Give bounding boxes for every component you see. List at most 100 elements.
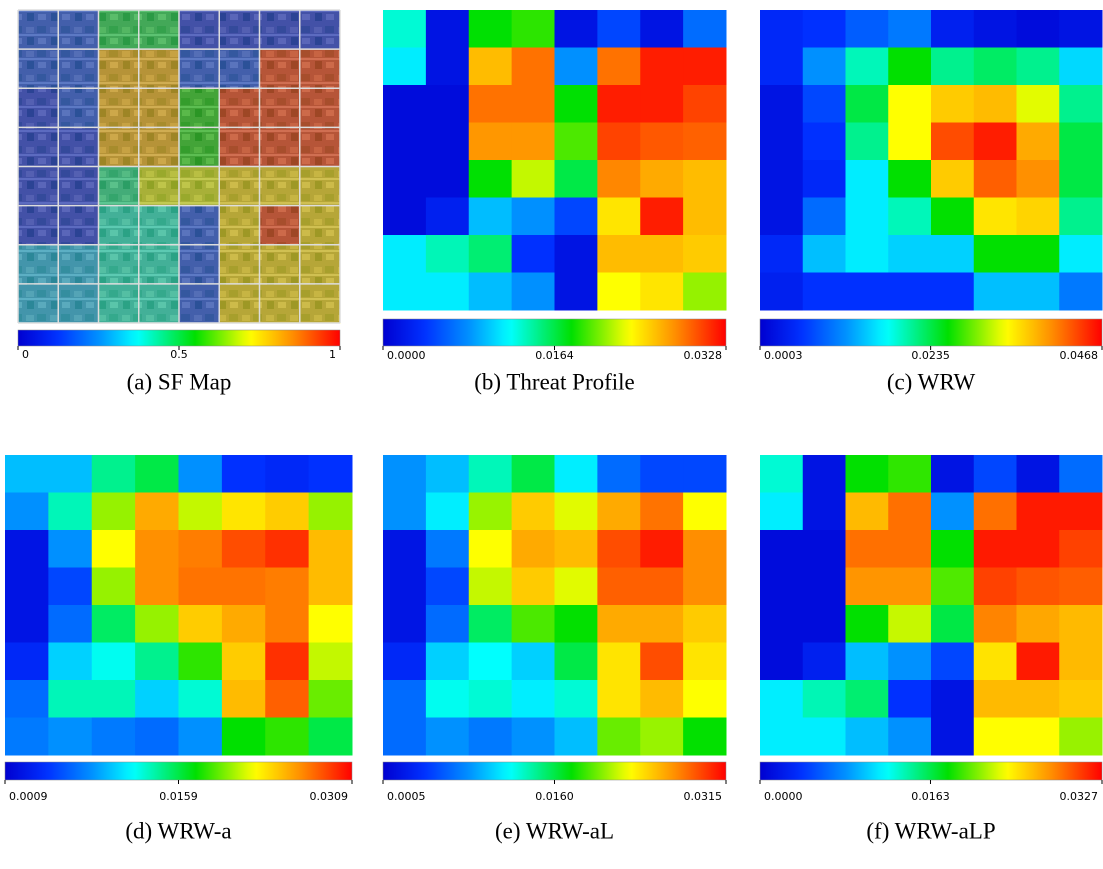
- heatmap-cell: [597, 10, 640, 48]
- heatmap-cell: [512, 85, 555, 123]
- heatmap-cell: [92, 680, 136, 718]
- heatmap-cell: [931, 10, 974, 48]
- heatmap-cell: [760, 680, 803, 718]
- heatmap-cell: [846, 568, 889, 606]
- heatmap-cell: [219, 127, 260, 167]
- colorbar-tick-label: 0.0468: [1060, 349, 1099, 362]
- heatmap-cell: [555, 160, 598, 198]
- heatmap-cell: [803, 568, 846, 606]
- heatmap-cell: [222, 530, 266, 568]
- heatmap-cell: [597, 273, 640, 311]
- heatmap-cell: [760, 160, 803, 198]
- heatmap-cell: [179, 284, 220, 324]
- heatmap-cell: [555, 718, 598, 756]
- heatmap-cell: [135, 718, 179, 756]
- heatmap-cell: [300, 88, 341, 128]
- heatmap-cell: [512, 643, 555, 681]
- heatmap-cell: [135, 455, 179, 493]
- heatmap-cell: [803, 680, 846, 718]
- heatmap-cell: [426, 568, 469, 606]
- heatmap-cell: [974, 235, 1017, 273]
- heatmap-cell: [640, 273, 683, 311]
- heatmap-cell: [58, 88, 99, 128]
- heatmap-cell: [1059, 680, 1102, 718]
- heatmap-cell: [48, 605, 92, 643]
- heatmap-cell: [135, 568, 179, 606]
- heatmap-cell: [219, 88, 260, 128]
- heatmap-cell: [469, 568, 512, 606]
- heatmap-cell: [139, 206, 180, 246]
- heatmap-cell: [469, 718, 512, 756]
- heatmap-cell: [426, 123, 469, 161]
- heatmap-cell: [760, 643, 803, 681]
- heatmap-cell: [222, 605, 266, 643]
- heatmap-cell: [597, 160, 640, 198]
- heatmap-cell: [760, 235, 803, 273]
- heatmap-cell: [640, 455, 683, 493]
- heatmap-cell: [58, 167, 99, 207]
- heatmap-cell: [265, 455, 309, 493]
- heatmap-cell: [469, 85, 512, 123]
- heatmap-cell: [265, 568, 309, 606]
- heatmap-cell: [426, 198, 469, 236]
- heatmap-cell: [18, 167, 59, 207]
- colorbar-tick-label: 0: [22, 348, 29, 361]
- caption: (b) Threat Profile: [474, 369, 635, 394]
- heatmap-cell: [92, 530, 136, 568]
- heatmap-cell: [803, 455, 846, 493]
- colorbar-tick-label: 0.0309: [310, 790, 349, 803]
- colorbar-tick-label: 1: [329, 348, 336, 361]
- caption: (c) WRW: [887, 369, 976, 394]
- heatmap-cell: [555, 48, 598, 86]
- colorbar-tick-label: 0.0005: [387, 790, 426, 803]
- heatmap-cell: [803, 123, 846, 161]
- heatmap-cell: [974, 493, 1017, 531]
- heatmap-cell: [512, 718, 555, 756]
- heatmap-cell: [48, 643, 92, 681]
- heatmap-cell: [1017, 10, 1060, 48]
- heatmap-cell: [931, 235, 974, 273]
- heatmap-cell: [803, 273, 846, 311]
- heatmap-cell: [426, 605, 469, 643]
- heatmap-cell: [1059, 568, 1102, 606]
- heatmap-cell: [1059, 530, 1102, 568]
- heatmap-cell: [92, 455, 136, 493]
- colorbar: [5, 762, 352, 780]
- heatmap-cell: [683, 455, 726, 493]
- heatmap-cell: [888, 493, 931, 531]
- heatmap-cell: [179, 530, 223, 568]
- colorbar-tick-label: 0.0315: [684, 790, 723, 803]
- heatmap-cell: [265, 605, 309, 643]
- heatmap-cell: [683, 530, 726, 568]
- heatmap-cell: [640, 48, 683, 86]
- heatmap-cell: [260, 284, 301, 324]
- heatmap-cell: [846, 198, 889, 236]
- heatmap-cell: [683, 680, 726, 718]
- heatmap-cell: [597, 643, 640, 681]
- heatmap-cell: [135, 605, 179, 643]
- heatmap-cell: [1059, 48, 1102, 86]
- heatmap-cell: [597, 85, 640, 123]
- heatmap-cell: [931, 605, 974, 643]
- heatmap-cell: [846, 48, 889, 86]
- heatmap-cell: [846, 643, 889, 681]
- heatmap-cell: [309, 568, 353, 606]
- heatmap-cell: [683, 198, 726, 236]
- heatmap-cell: [179, 245, 220, 285]
- heatmap-cell: [469, 455, 512, 493]
- heatmap-cell: [139, 245, 180, 285]
- heatmap-cell: [760, 718, 803, 756]
- heatmap-cell: [683, 605, 726, 643]
- heatmap-cell: [555, 680, 598, 718]
- heatmap-cell: [300, 167, 341, 207]
- heatmap-cell: [512, 10, 555, 48]
- heatmap-cell: [888, 10, 931, 48]
- heatmap-cell: [1059, 273, 1102, 311]
- heatmap-cell: [803, 530, 846, 568]
- heatmap-cell: [383, 198, 426, 236]
- heatmap-cell: [846, 605, 889, 643]
- heatmap-cell: [179, 493, 223, 531]
- caption: (f) WRW-aLP: [866, 818, 995, 843]
- heatmap-cell: [18, 88, 59, 128]
- heatmap-cell: [426, 235, 469, 273]
